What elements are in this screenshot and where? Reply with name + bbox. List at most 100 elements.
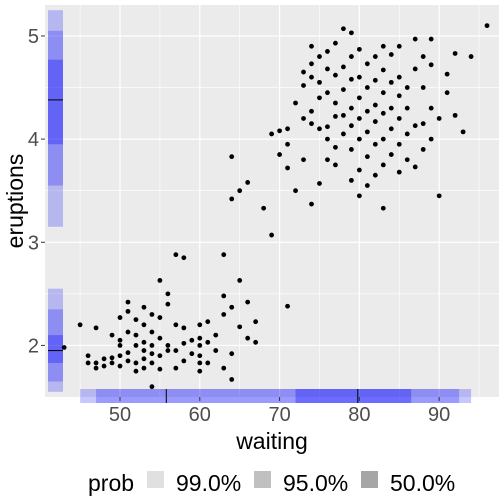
data-point xyxy=(348,105,354,111)
data-point xyxy=(261,205,267,211)
data-point xyxy=(341,64,346,70)
data-point xyxy=(380,90,386,96)
data-point xyxy=(412,36,418,42)
x-hdr-band xyxy=(96,389,460,403)
data-point xyxy=(277,128,282,134)
y-hdr-band xyxy=(48,59,63,145)
data-point xyxy=(301,157,306,163)
data-point xyxy=(309,108,314,114)
data-point xyxy=(404,105,410,111)
data-point xyxy=(237,278,243,283)
data-point xyxy=(133,368,139,374)
data-point xyxy=(333,114,338,119)
data-point xyxy=(404,131,410,137)
data-point xyxy=(380,110,386,116)
data-point xyxy=(109,360,115,366)
y-hdr-band xyxy=(48,10,63,227)
data-point xyxy=(404,157,410,163)
legend: prob 99.0% 95.0% 50.0% xyxy=(88,470,455,496)
data-point xyxy=(428,105,434,111)
data-point xyxy=(165,291,171,297)
data-point xyxy=(420,85,426,90)
data-point xyxy=(173,322,179,328)
data-point xyxy=(452,112,458,118)
legend-key-99 xyxy=(147,471,164,488)
data-point xyxy=(213,332,219,338)
y-hdr-band xyxy=(48,309,63,382)
legend-key-50 xyxy=(361,471,378,488)
y-hdr-band xyxy=(48,288,63,392)
data-point xyxy=(157,366,163,372)
data-point xyxy=(149,384,155,390)
data-point xyxy=(325,136,330,142)
data-point xyxy=(396,169,402,175)
data-point xyxy=(356,95,362,101)
grid-major xyxy=(45,5,499,397)
y-axis-ticks: 2 3 4 5 xyxy=(28,26,45,357)
data-point xyxy=(325,90,330,96)
data-point xyxy=(125,329,131,335)
data-point xyxy=(317,181,322,186)
data-point xyxy=(197,322,203,328)
legend-label-99: 99.0% xyxy=(176,470,241,496)
data-point xyxy=(237,188,243,194)
data-point xyxy=(348,147,354,152)
x-tick-label: 50 xyxy=(109,404,131,426)
y-tick-label: 4 xyxy=(28,129,39,151)
data-point xyxy=(149,343,155,348)
data-point xyxy=(412,66,418,72)
data-point xyxy=(141,348,147,353)
data-point xyxy=(460,129,466,135)
plot-panel xyxy=(45,5,499,397)
data-point xyxy=(341,112,346,118)
data-point xyxy=(173,348,179,353)
data-point xyxy=(85,360,91,366)
data-point xyxy=(117,315,123,320)
data-point xyxy=(404,85,410,90)
data-point xyxy=(333,144,338,150)
data-point xyxy=(189,337,195,343)
data-point xyxy=(301,83,306,88)
data-point xyxy=(293,188,298,194)
data-point xyxy=(380,162,386,168)
data-point xyxy=(229,377,235,382)
data-point xyxy=(309,61,314,67)
data-point xyxy=(181,255,187,261)
data-point xyxy=(253,319,259,325)
data-point xyxy=(285,303,290,309)
data-point xyxy=(388,126,394,132)
data-point xyxy=(452,51,458,56)
data-point xyxy=(372,172,378,178)
data-point xyxy=(213,348,219,353)
y-hdr-band xyxy=(48,30,63,186)
data-point xyxy=(197,360,203,366)
data-point xyxy=(165,301,171,307)
data-point xyxy=(309,201,314,207)
data-point xyxy=(181,340,187,346)
data-point xyxy=(396,93,402,99)
data-point xyxy=(269,232,275,238)
data-point xyxy=(109,355,115,361)
data-point xyxy=(197,343,203,348)
data-point xyxy=(197,368,203,374)
data-point xyxy=(420,147,426,152)
data-point xyxy=(372,54,378,59)
data-point xyxy=(396,116,402,121)
y-hdr-band xyxy=(48,335,63,363)
data-point xyxy=(93,325,99,331)
data-point xyxy=(341,87,346,92)
data-point xyxy=(364,154,370,160)
data-point xyxy=(348,123,354,129)
data-point xyxy=(372,119,378,124)
data-point xyxy=(125,308,131,314)
data-point xyxy=(149,312,155,317)
data-point xyxy=(420,121,426,127)
data-point xyxy=(77,322,83,328)
data-point xyxy=(380,67,386,73)
data-point xyxy=(317,79,322,85)
data-point xyxy=(364,61,370,67)
data-point xyxy=(229,154,235,160)
data-point xyxy=(309,121,314,127)
data-point xyxy=(348,30,354,36)
data-point xyxy=(301,69,306,75)
